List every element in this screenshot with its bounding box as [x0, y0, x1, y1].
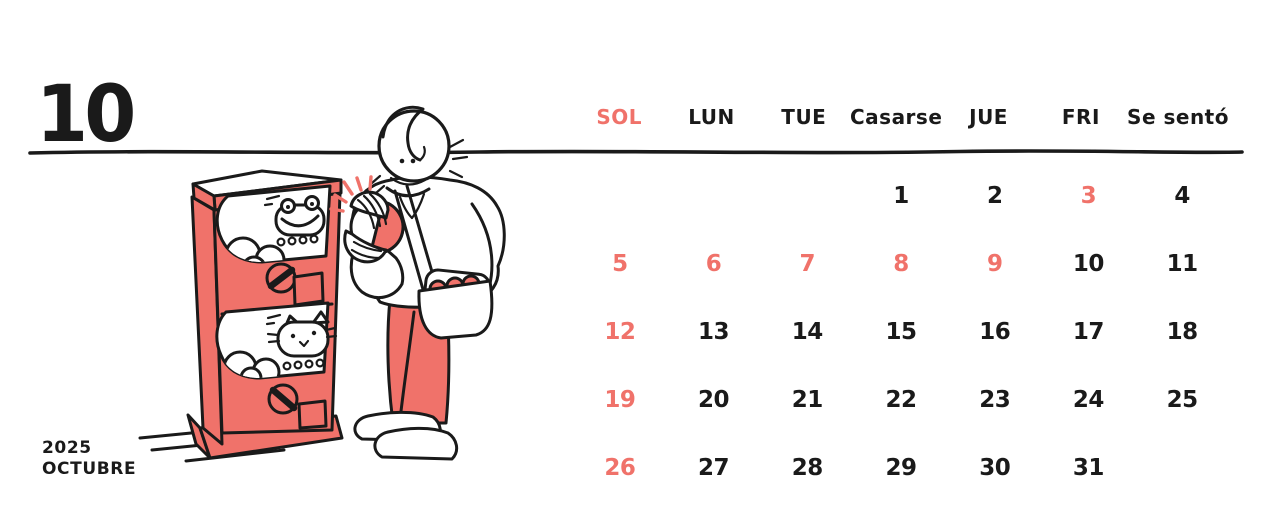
calendar-day-cell: 22: [885, 387, 917, 413]
calendar-day-cell: 10: [1072, 251, 1105, 277]
calendar-day-cell: 1: [893, 183, 909, 209]
calendar-day-cell: 16: [979, 319, 1011, 345]
gashapon-machine: [186, 169, 344, 460]
calendar-day-cell: 17: [1072, 319, 1105, 345]
coin-dial-bottom: [267, 383, 299, 415]
weekday-label: FRI: [1061, 105, 1100, 129]
decoration-dots-top: [276, 234, 319, 247]
person-hands: [343, 190, 390, 264]
person-shoes: [353, 410, 459, 461]
weekday-label: SOL: [596, 105, 642, 129]
cat-face: [266, 310, 338, 358]
calendar-day-cell: 21: [791, 387, 824, 413]
weekday-label: TUE: [781, 105, 827, 129]
calendar-day-cell: 13: [698, 319, 730, 345]
calendar-day-cell: 6: [705, 251, 722, 277]
calendar-day-cell: 7: [799, 251, 816, 277]
weekday-label: LUN: [688, 105, 735, 129]
weekday-label: Casarse: [849, 105, 943, 129]
calendar-day-cell: 15: [885, 319, 917, 345]
calendar-day-cell: 12: [604, 319, 636, 345]
calendar-day-cell: 19: [604, 387, 636, 413]
weekday-header-row: SOL LUN TUE Casarse JUE FRI Se sentó: [573, 95, 1229, 139]
frog-face: [274, 195, 326, 237]
calendar-day-cell: 18: [1166, 319, 1199, 345]
capsule-window-top: [215, 184, 332, 264]
calendar-day-cell: 4: [1174, 183, 1190, 209]
calendar-day-cell: 5: [612, 251, 628, 277]
calendar-day-cell: 27: [698, 455, 730, 481]
calendar-day-cell: 29: [885, 455, 917, 481]
calendar-date-grid: 1 2 3 4 5 6 7 8 9 10 11 12 13 14 15 16 17 18 19 20 21 22 23 24 2…: [573, 162, 1229, 502]
weekday-label: JUE: [969, 105, 1008, 129]
dispense-flap-bottom: [297, 399, 328, 430]
calendar-day-cell: 14: [791, 319, 824, 345]
shoulder-bag: [417, 268, 494, 340]
calendar-day-cell: 26: [604, 455, 636, 481]
calendar-day-cell: 30: [979, 455, 1011, 481]
month-name-label: OCTUBRE: [42, 458, 137, 479]
year-label: 2025: [42, 438, 92, 458]
calendar-day-cell: 11: [1166, 251, 1199, 277]
calendar-day-cell: 3: [1080, 183, 1097, 209]
weekday-label: Se sentó: [1127, 105, 1229, 129]
calendar-day-cell: 31: [1072, 455, 1105, 481]
calendar-day-cell: 8: [893, 251, 909, 277]
person: [329, 105, 506, 461]
month-number-title: 10: [36, 70, 136, 160]
calendar-day-cell: 23: [979, 387, 1011, 413]
decoration-dots-bottom: [282, 358, 325, 371]
calendar-day-cell: 20: [698, 387, 730, 413]
footer-date-label: 2025 OCTUBRE: [42, 438, 136, 479]
coin-dial-top: [265, 262, 297, 294]
dispense-flap-top: [292, 271, 325, 307]
hair-strands: [370, 138, 469, 195]
machine-lid-rim-side: [191, 182, 217, 212]
header-divider-line: [28, 149, 1244, 155]
calendar-day-cell: 28: [791, 455, 824, 481]
calendar-day-cell: 25: [1166, 387, 1199, 413]
sparkle-lines: [329, 175, 373, 213]
calendar-day-cell: 24: [1072, 387, 1105, 413]
gashapon-illustration: [138, 105, 506, 463]
person-head: [377, 105, 451, 183]
capsule-window-bottom: [215, 301, 338, 380]
calendar-day-cell: 2: [986, 183, 1003, 209]
calendar-day-cell: 9: [986, 251, 1003, 277]
